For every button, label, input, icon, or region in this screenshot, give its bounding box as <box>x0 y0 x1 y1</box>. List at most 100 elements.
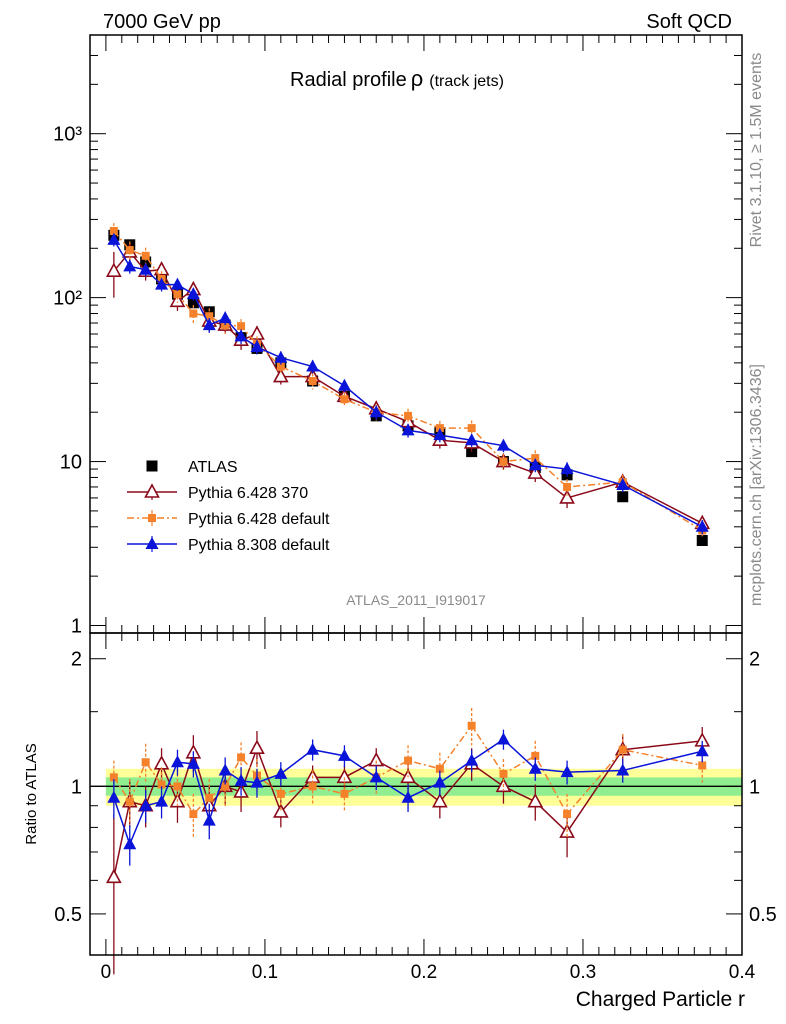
ratio-point <box>125 797 134 806</box>
main-point <box>141 251 150 260</box>
legend-marker <box>145 537 159 549</box>
legend-item-atlas: ATLAS <box>146 459 238 476</box>
ratio-point <box>205 793 214 802</box>
main-point <box>404 411 413 420</box>
ratio-point <box>173 782 182 791</box>
rivet-label: Rivet 3.1.10, ≥ 1.5M events <box>748 53 765 248</box>
legend-item-pythia-6-428-default: Pythia 6.428 default <box>127 510 330 528</box>
main-point <box>237 322 246 331</box>
main-point <box>560 462 574 475</box>
main-point <box>308 377 317 386</box>
main-point <box>218 311 232 324</box>
ratio-point <box>435 764 444 773</box>
ratio-point <box>123 837 137 850</box>
main-point <box>467 424 476 433</box>
main-point <box>272 367 289 383</box>
main-point <box>140 256 152 268</box>
legend-label: ATLAS <box>188 459 238 476</box>
main-point <box>205 312 214 321</box>
main-point <box>125 246 134 255</box>
x-tick-label: 0.1 <box>252 962 278 983</box>
ratio-point <box>404 756 413 765</box>
main-point <box>276 362 285 371</box>
main-point <box>496 438 510 451</box>
main-point <box>189 309 198 318</box>
main-point <box>202 318 216 331</box>
legend-marker <box>144 483 160 498</box>
legend-marker <box>148 514 156 522</box>
ratio-y-tick-label-right: 1 <box>749 776 760 798</box>
main-line-pythia-6-428-default <box>113 230 703 532</box>
main-point <box>499 457 508 466</box>
x-tick-label: 0 <box>101 962 112 983</box>
main-point <box>695 519 709 532</box>
main-y-tick-label: 1 <box>71 615 82 637</box>
ratio-uncertainty-band <box>105 768 742 806</box>
ratio-point <box>250 775 264 788</box>
ratio-point <box>249 739 265 755</box>
ratio-point <box>157 780 166 789</box>
ratio-point <box>531 751 540 760</box>
ratio-panel-frame <box>89 632 743 956</box>
x-tick-label: 0.2 <box>411 962 437 983</box>
main-point <box>435 424 444 433</box>
main-point <box>340 395 349 404</box>
ratio-point <box>274 766 288 779</box>
main-series-pythia-8-308-default <box>107 232 709 535</box>
main-y-tick-label: 10³ <box>53 124 82 146</box>
ratio-point <box>432 792 448 808</box>
ratio-point <box>337 748 351 761</box>
main-line-pythia-6-428-370 <box>113 250 703 524</box>
main-point <box>337 378 351 391</box>
ratio-point <box>618 745 627 754</box>
main-point <box>616 477 630 490</box>
ratio-point <box>527 792 544 808</box>
ratio-point <box>218 763 232 776</box>
ratio-point <box>433 775 447 788</box>
main-point <box>250 339 264 352</box>
ratio-point <box>141 758 150 767</box>
ratio-point <box>139 798 153 811</box>
plot-title-main: Radial profile <box>290 69 407 91</box>
ratio-point <box>308 782 317 791</box>
ratio-point <box>563 810 572 819</box>
ratio-y-tick-label-left: 1 <box>71 776 82 798</box>
main-point <box>559 489 575 504</box>
ratio-point <box>234 773 248 786</box>
legend-label: Pythia 6.428 370 <box>188 485 308 502</box>
main-point <box>528 458 542 471</box>
legend-item-pythia-8-308-default: Pythia 8.308 default <box>127 536 330 554</box>
main-point <box>186 287 200 300</box>
ratio-point <box>189 810 198 819</box>
legend-marker <box>146 460 158 472</box>
ratio-point <box>401 790 415 803</box>
ratio-y-tick-label-right: 0.5 <box>749 904 777 926</box>
main-y-tick-label: 10 <box>60 452 82 474</box>
ratio-y-tick-label-left: 0.5 <box>54 904 82 926</box>
ratio-series-pythia-8-308-default <box>107 729 709 866</box>
legend-label: Pythia 8.308 default <box>188 537 330 554</box>
data-series-layer <box>106 223 711 975</box>
axis-tick-labels: 0 0.1 0.2 0.3 0.4 1 10 10² 10³ 0.5 0.5 1 1 2 2 <box>53 124 777 983</box>
main-point <box>369 405 383 418</box>
ratio-point <box>186 756 200 769</box>
ratio-point <box>528 761 542 774</box>
ratio-point <box>202 813 216 826</box>
main-point <box>465 433 479 446</box>
ratio-line-pythia-8-308-default <box>113 738 703 847</box>
legend-label: Pythia 6.428 default <box>188 511 330 528</box>
ratio-point <box>616 763 630 776</box>
main-point <box>433 428 447 441</box>
ratio-point <box>155 794 169 807</box>
mcplots-label: mcplots.cern.ch [arXiv:1306.3436] <box>748 364 765 606</box>
ratio-point <box>272 803 289 818</box>
ratio-y-axis-label: Ratio to ATLAS <box>23 743 40 844</box>
main-point <box>153 261 170 276</box>
main-point <box>155 277 169 290</box>
main-point <box>274 350 288 363</box>
ratio-point <box>368 751 385 767</box>
ratio-point <box>153 755 170 770</box>
main-point <box>169 292 186 308</box>
ratio-point <box>698 761 707 770</box>
